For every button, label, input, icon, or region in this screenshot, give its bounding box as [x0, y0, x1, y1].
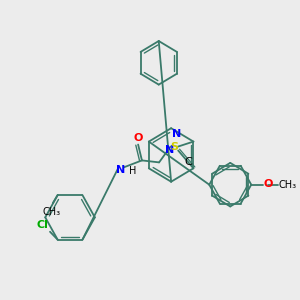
- Text: Cl: Cl: [36, 220, 48, 230]
- Text: CH₃: CH₃: [43, 207, 61, 217]
- Text: S: S: [170, 142, 178, 152]
- Text: C: C: [185, 157, 193, 167]
- Text: N: N: [172, 129, 181, 139]
- Text: N: N: [116, 165, 126, 175]
- Text: CH₃: CH₃: [279, 180, 297, 190]
- Text: H: H: [129, 166, 136, 176]
- Text: O: O: [134, 133, 143, 142]
- Text: N: N: [165, 145, 174, 154]
- Text: O: O: [264, 179, 273, 189]
